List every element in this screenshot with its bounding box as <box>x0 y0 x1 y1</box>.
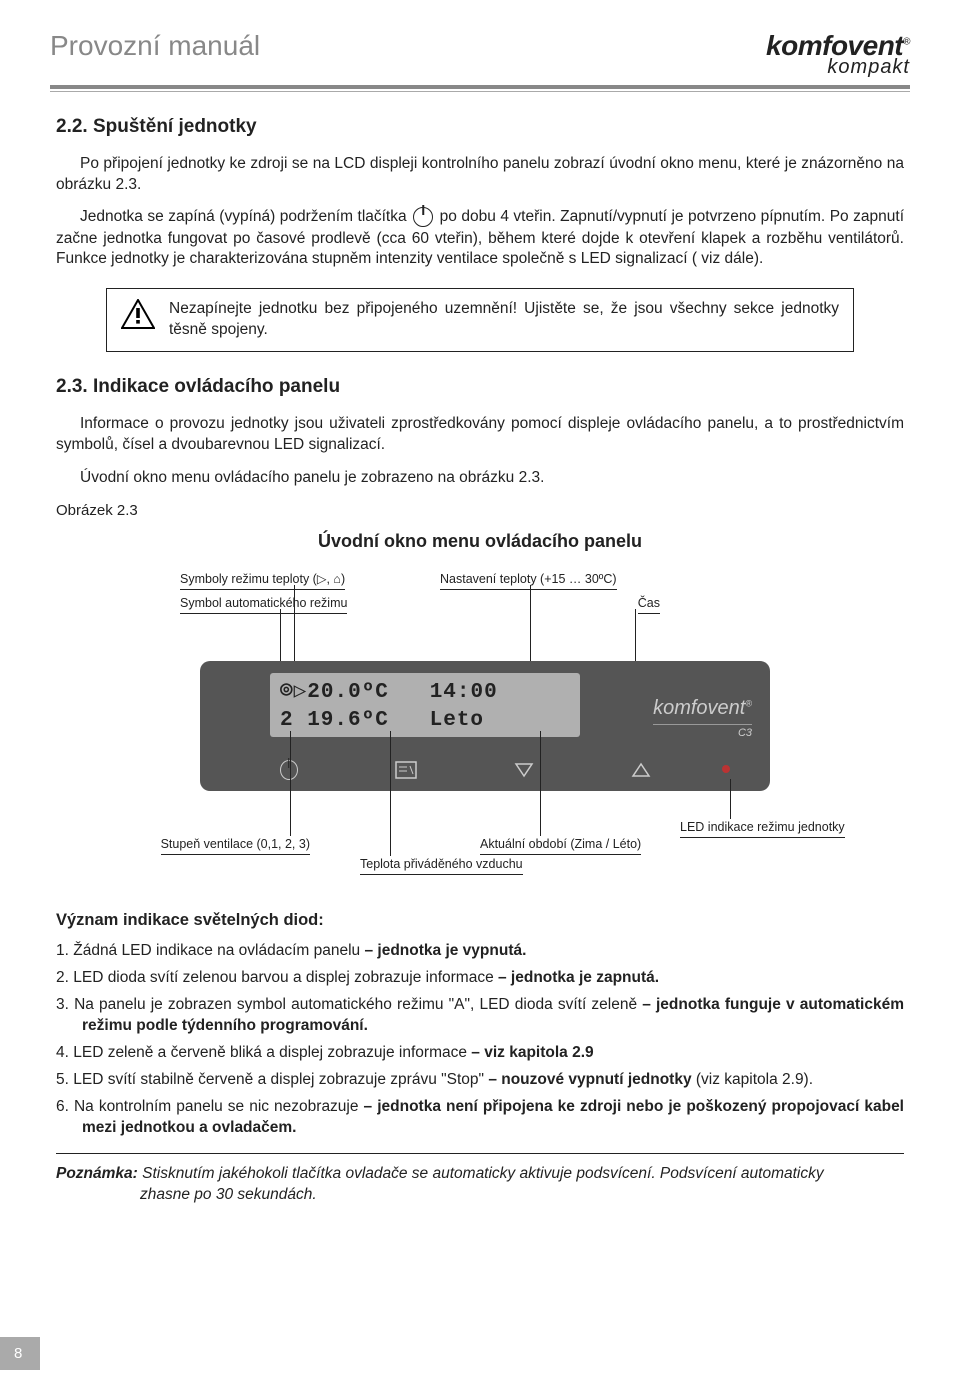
menu-button[interactable] <box>395 759 417 781</box>
header-rule-thick <box>50 85 910 89</box>
led-list-item: 3. Na panelu je zobrazen symbol automati… <box>56 995 904 1037</box>
note-rule <box>56 1153 904 1154</box>
doc-title: Provozní manuál <box>50 30 260 62</box>
figure-title: Úvodní okno menu ovládacího panelu <box>56 529 904 553</box>
led-list-item: 2. LED dioda svítí zelenou barvou a disp… <box>56 968 904 989</box>
control-panel-body: ⌾▷20.0ºC 14:00 2 19.6ºC Leto komfovent® … <box>200 661 770 791</box>
lcd-screen: ⌾▷20.0ºC 14:00 2 19.6ºC Leto <box>270 673 580 737</box>
callout-season: Aktuální období (Zima / Léto) <box>480 836 641 855</box>
callout-supply-temp: Teplota přiváděného vzduchu <box>360 856 523 875</box>
brand-logo: komfovent® kompakt <box>766 30 910 79</box>
s23-p2: Úvodní okno menu ovládacího panelu je zo… <box>56 468 904 489</box>
led-list-item: 1. Žádná LED indikace na ovládacím panel… <box>56 941 904 962</box>
callout-auto-symbol: Symbol automatického režimu <box>180 595 347 614</box>
header-rule-thin <box>50 91 910 92</box>
up-button[interactable] <box>630 759 652 781</box>
panel-brand: komfovent® C3 <box>653 695 752 741</box>
led-list-item: 5. LED svítí stabilně červeně a displej … <box>56 1070 904 1091</box>
led-list: 1. Žádná LED indikace na ovládacím panel… <box>56 941 904 1138</box>
s22-p1: Po připojení jednotky ke zdroji se na LC… <box>56 154 904 196</box>
led-list-item: 6. Na kontrolním panelu se nic nezobrazu… <box>56 1097 904 1139</box>
callout-led: LED indikace režimu jednotky <box>680 819 845 838</box>
section-2-3-heading: 2.3. Indikace ovládacího panelu <box>56 374 904 400</box>
section-2-2-heading: 2.2. Spuštění jednotky <box>56 114 904 140</box>
led-list-item: 4. LED zeleně a červeně bliká a displej … <box>56 1043 904 1064</box>
callout-vent-level: Stupeň ventilace (0,1, 2, 3) <box>161 836 310 855</box>
page-number: 8 <box>0 1337 40 1370</box>
down-button[interactable] <box>513 759 535 781</box>
s23-p1: Informace o provozu jednotky jsou uživat… <box>56 414 904 456</box>
footnote: Poznámka: Stisknutím jakéhokoli tlačítka… <box>56 1164 904 1206</box>
callout-temp-symbols: Symboly režimu teploty (▷, ⌂) <box>180 571 345 590</box>
callout-temp-setting: Nastavení teploty (+15 … 30ºC) <box>440 571 617 590</box>
callout-time: Čas <box>638 595 660 614</box>
warning-icon <box>121 299 155 329</box>
power-button[interactable] <box>278 759 300 781</box>
power-icon <box>413 207 433 227</box>
control-panel-diagram: Symboly režimu teploty (▷, ⌂) Symbol aut… <box>140 571 820 891</box>
warning-text: Nezapínejte jednotku bez připojeného uze… <box>169 299 839 341</box>
figure-ref: Obrázek 2.3 <box>56 501 904 521</box>
led-meaning-heading: Význam indikace světelných diod: <box>56 909 904 931</box>
s22-p2: Jednotka se zapíná (vypíná) podržením tl… <box>56 207 904 270</box>
warning-box: Nezapínejte jednotku bez připojeného uze… <box>106 288 854 352</box>
